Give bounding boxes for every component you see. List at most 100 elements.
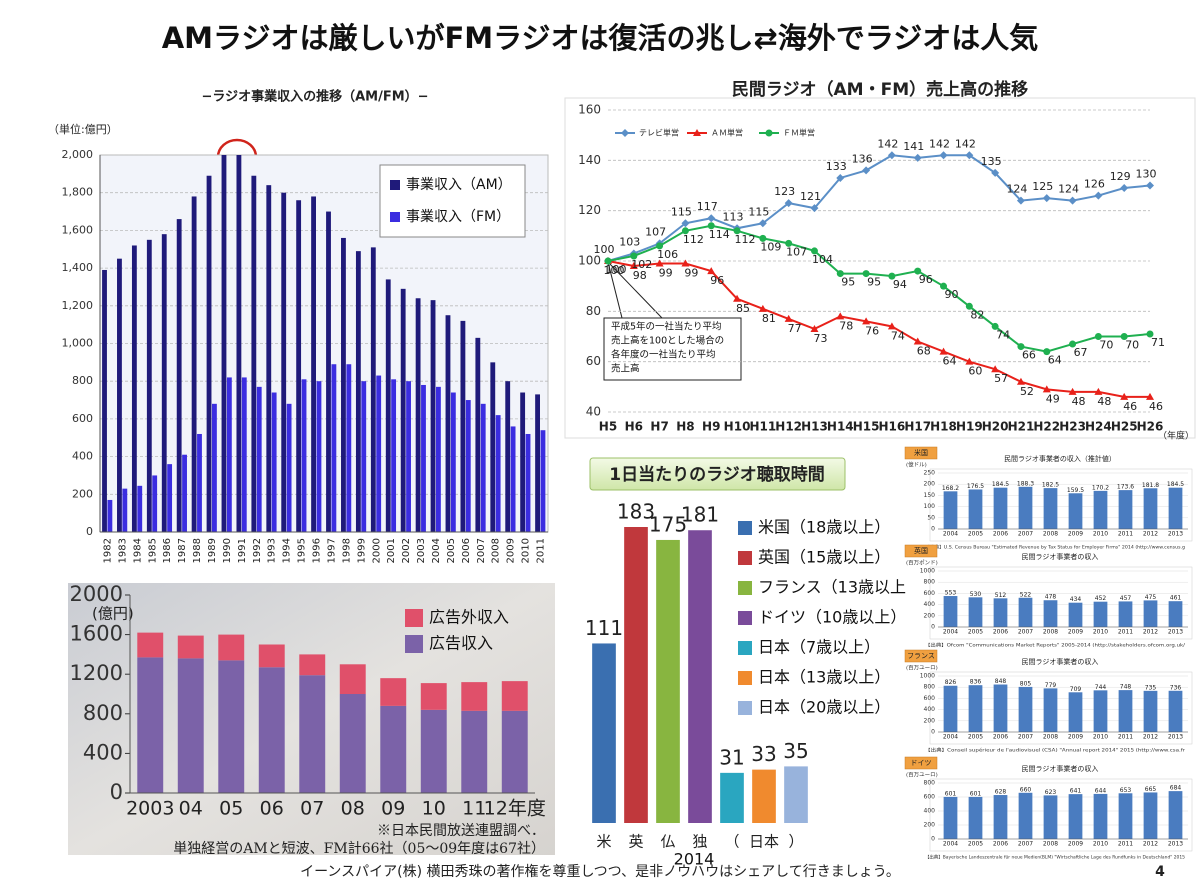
data-label: 95 <box>867 276 881 289</box>
x-unit: （年度） <box>1158 430 1194 442</box>
bar <box>286 403 292 532</box>
bar <box>1118 690 1133 732</box>
y-tick-label: 600 <box>72 412 93 425</box>
country-tag <box>904 756 938 770</box>
point-marker <box>1017 343 1025 351</box>
data-label: 112 <box>735 233 756 246</box>
annotation: 売上高 <box>611 363 640 375</box>
y-tick-label: 0 <box>110 780 123 804</box>
bar <box>376 375 382 532</box>
data-label: 173.6 <box>1117 484 1134 491</box>
bar <box>331 364 337 532</box>
x-tick-label: 2009 <box>1068 531 1083 538</box>
y-tick-label: 1,600 <box>62 223 94 236</box>
bar-segment <box>258 644 285 668</box>
x-tick-label: H18 <box>930 420 957 434</box>
x-tick-label: 1985 <box>147 538 158 563</box>
point-marker <box>836 173 845 182</box>
y-unit: (百万ユーロ) <box>906 772 938 779</box>
bar <box>968 597 983 627</box>
x-tick-label: 2012 <box>1143 841 1158 848</box>
bar-segment <box>177 658 204 793</box>
point-marker <box>836 312 845 320</box>
data-label: 48 <box>1072 395 1086 408</box>
data-label: 176.5 <box>967 483 984 490</box>
legend-label: ＦＭ単営 <box>783 128 815 138</box>
bar <box>311 196 316 532</box>
bar <box>212 403 217 532</box>
data-label: 184.5 <box>992 481 1009 488</box>
data-label: 78 <box>839 319 853 332</box>
point-marker <box>1016 377 1025 385</box>
x-tick-label: 1993 <box>267 538 278 563</box>
data-label: 67 <box>1074 346 1088 359</box>
x-tick-label: 米 <box>596 833 611 851</box>
x-tick-label: 2007 <box>1018 841 1033 848</box>
legend-swatch <box>390 212 400 222</box>
point-marker <box>810 204 819 213</box>
bar <box>1168 690 1183 732</box>
data-label: 85 <box>736 302 750 315</box>
y-tick-label: 400 <box>83 740 123 764</box>
data-label: 836 <box>970 679 982 686</box>
point-marker <box>707 214 716 223</box>
data-label: 461 <box>1170 595 1182 602</box>
point-marker <box>1120 333 1128 340</box>
point-marker <box>630 252 638 260</box>
bar <box>391 379 397 532</box>
y-tick-label: 400 <box>924 706 936 713</box>
x-tick-label: 2000 <box>371 538 382 563</box>
y-tick-label: 200 <box>924 822 936 829</box>
bar <box>993 487 1008 529</box>
data-label: 57 <box>994 372 1008 385</box>
x-tick-label: 1994 <box>282 538 293 563</box>
data-label: 74 <box>996 328 1010 341</box>
data-label: 601 <box>945 790 957 797</box>
x-tick-label: 2007 <box>1018 734 1033 741</box>
data-label: 136 <box>852 152 873 165</box>
point-marker <box>629 262 638 270</box>
data-label: 95 <box>841 276 855 289</box>
bar <box>226 377 232 532</box>
legend-swatch <box>738 521 752 535</box>
bar <box>241 377 247 532</box>
data-label: 184.5 <box>1167 481 1184 488</box>
x-tick-label: H26 <box>1137 420 1164 434</box>
y-tick-label: 40 <box>586 405 601 419</box>
bar <box>465 400 471 532</box>
bar <box>1168 487 1183 529</box>
y-tick-label: 0 <box>931 624 935 631</box>
data-label: 70 <box>1125 339 1139 352</box>
legend-label: フランス（13歳以上 <box>758 578 906 597</box>
x-tick-label: 1989 <box>207 538 218 563</box>
x-tick-label: 2006 <box>993 841 1008 848</box>
panel <box>564 97 1196 439</box>
data-label: 653 <box>1120 787 1132 794</box>
x-tick-label: H21 <box>1008 420 1035 434</box>
bar <box>1093 601 1108 627</box>
bar <box>271 392 277 532</box>
x-tick-label: 2010 <box>1093 531 1108 538</box>
annotation: 各年度の一社当たり平均 <box>611 349 716 361</box>
x-tick-label: （ <box>724 833 739 851</box>
data-label: 142 <box>955 137 976 150</box>
data-label: 117 <box>697 200 718 213</box>
point-marker <box>604 257 612 265</box>
point-marker <box>1094 333 1102 340</box>
data-label: 735 <box>1145 684 1157 691</box>
x-tick-label: 1986 <box>162 538 173 563</box>
x-tick-label: 2004 <box>943 841 958 848</box>
y-tick-label: 100 <box>924 503 936 510</box>
point-marker <box>759 234 767 242</box>
point-marker <box>1146 392 1154 400</box>
x-tick-label: 2008 <box>1043 629 1058 636</box>
data-label: 601 <box>970 790 982 797</box>
bar <box>592 643 616 823</box>
x-tick-label: 日本 <box>749 833 779 851</box>
data-label: 805 <box>1020 680 1032 687</box>
data-label: 99 <box>684 267 698 280</box>
point-marker <box>707 267 716 275</box>
data-label: 168.2 <box>942 485 959 492</box>
data-label: 115 <box>671 205 692 218</box>
x-tick-label: 独 <box>692 833 707 851</box>
